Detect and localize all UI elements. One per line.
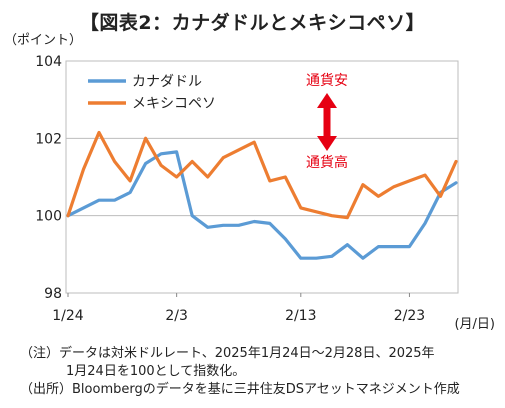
chart-title: 【図表2：カナダドルとメキシコペソ】: [79, 12, 426, 34]
legend-label: カナダドル: [132, 74, 202, 90]
grid-lines: [66, 137, 458, 217]
x-tick-label: 1/24: [52, 308, 84, 324]
footnotes: （注）データは対米ドルレート、2025年1月24日～2月28日、2025年 1月…: [20, 345, 500, 399]
y-tick-label: 102: [35, 131, 62, 147]
y-tick-label: 98: [44, 286, 62, 302]
legend-label: メキシコペソ: [132, 96, 216, 112]
y-axis-label: （ポイント）: [4, 33, 82, 48]
plot-area: [65, 60, 459, 294]
series-lines: [66, 130, 458, 260]
annotation-bottom-label: 通貨高: [306, 154, 348, 171]
y-tick-label: 100: [35, 209, 62, 225]
x-axis-label: (月/日): [454, 317, 495, 332]
annotation-arrow-down-head: [317, 136, 337, 151]
y-tick-label: 104: [35, 54, 62, 70]
x-tick-label: 2/23: [394, 308, 425, 324]
series-line-2: [66, 130, 458, 220]
x-axis-ticks: 1/24 2/3 2/13 2/23: [52, 293, 425, 324]
series-line-1: [66, 150, 458, 260]
note-line-2: 1月24日を100として指数化。: [66, 364, 246, 379]
source-line: （出所）Bloombergのデータを基に三井住友DSアセットマネジメント作成: [20, 382, 460, 397]
annotation-arrow-up-head: [317, 93, 337, 108]
annotation-top-label: 通貨安: [306, 72, 348, 89]
x-tick-label: 2/13: [285, 308, 316, 324]
x-tick-label: 2/3: [165, 308, 188, 324]
y-axis-ticks: 98 100 102 104: [35, 54, 62, 302]
note-line-1: （注）データは対米ドルレート、2025年1月24日～2月28日、2025年: [20, 346, 435, 361]
